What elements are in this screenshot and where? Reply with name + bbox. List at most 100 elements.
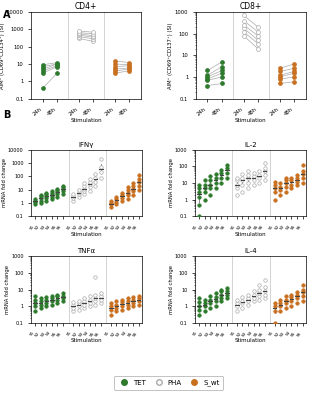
Text: A: A (3, 10, 11, 20)
Point (234, 177, 239, 183)
Point (32, 308, 37, 314)
Point (119, 197, 124, 204)
Point (40, 64, 45, 70)
Point (32, 201, 37, 208)
Point (71, 192, 76, 199)
Point (82, 182, 87, 189)
Title: CD4+: CD4+ (75, 2, 97, 11)
Point (44, 194, 49, 201)
Point (262, 284, 267, 290)
Point (292, 65, 297, 72)
Point (240, 181, 245, 188)
Point (82, 295, 87, 302)
Point (224, 165, 229, 171)
Point (49, 295, 54, 302)
Point (213, 180, 218, 186)
Point (93, 291, 98, 298)
Point (289, 177, 294, 183)
Point (197, 185, 202, 191)
Legend: TET, PHA, S_wt: TET, PHA, S_wt (114, 376, 223, 390)
Point (40, 66, 45, 72)
Point (93, 182, 98, 189)
Point (49, 293, 54, 299)
Point (40, 62, 45, 68)
Point (61, 185, 66, 192)
Point (125, 189, 130, 196)
Point (197, 213, 202, 220)
Point (262, 172, 267, 178)
Point (55, 193, 60, 200)
Point (40, 68, 45, 74)
Point (61, 293, 66, 299)
Point (93, 273, 98, 280)
Point (202, 300, 207, 306)
Point (98, 300, 103, 306)
Point (241, 29, 246, 35)
Point (55, 61, 60, 67)
Point (114, 199, 119, 205)
Point (246, 185, 251, 191)
Point (71, 308, 76, 314)
Point (241, 18, 246, 24)
Point (38, 192, 43, 199)
Point (241, 32, 246, 39)
Point (257, 286, 262, 293)
Point (82, 180, 87, 186)
Point (38, 302, 43, 308)
Point (224, 295, 229, 302)
Point (240, 305, 245, 311)
Point (272, 185, 277, 191)
Point (205, 76, 210, 82)
Point (125, 196, 130, 202)
Point (300, 168, 305, 174)
Point (251, 298, 256, 304)
Point (91, 29, 96, 36)
Point (219, 64, 224, 70)
Point (262, 288, 267, 294)
Point (240, 298, 245, 304)
Point (87, 184, 92, 190)
Point (240, 175, 245, 181)
Point (131, 185, 136, 192)
Point (295, 289, 300, 295)
Point (207, 293, 212, 299)
Point (98, 174, 103, 181)
Y-axis label: AIM⁺ (CD69⁺CD137⁺) (SI): AIM⁺ (CD69⁺CD137⁺) (SI) (168, 22, 173, 88)
Point (76, 32, 81, 38)
Point (207, 300, 212, 306)
Title: IFNγ: IFNγ (79, 142, 94, 148)
Point (131, 303, 136, 310)
Point (98, 293, 103, 299)
Point (262, 168, 267, 174)
Point (113, 58, 118, 64)
Point (289, 298, 294, 304)
Point (55, 293, 60, 299)
X-axis label: Stimulation: Stimulation (71, 338, 102, 344)
Point (197, 299, 202, 305)
Point (119, 303, 124, 310)
Point (295, 181, 300, 188)
Point (87, 300, 92, 306)
Point (55, 61, 60, 67)
Point (234, 191, 239, 198)
Point (82, 185, 87, 192)
Point (108, 200, 113, 206)
Point (283, 305, 288, 311)
Point (251, 173, 256, 180)
Point (125, 302, 130, 308)
Point (76, 34, 81, 40)
Point (278, 300, 283, 306)
Point (91, 32, 96, 39)
Point (262, 277, 267, 284)
Point (224, 285, 229, 292)
Point (241, 25, 246, 31)
Point (278, 303, 283, 310)
Point (125, 295, 130, 302)
Point (240, 294, 245, 300)
Point (251, 177, 256, 183)
Point (289, 175, 294, 181)
Point (76, 35, 81, 42)
Point (127, 62, 132, 68)
Point (283, 177, 288, 183)
Point (207, 191, 212, 198)
